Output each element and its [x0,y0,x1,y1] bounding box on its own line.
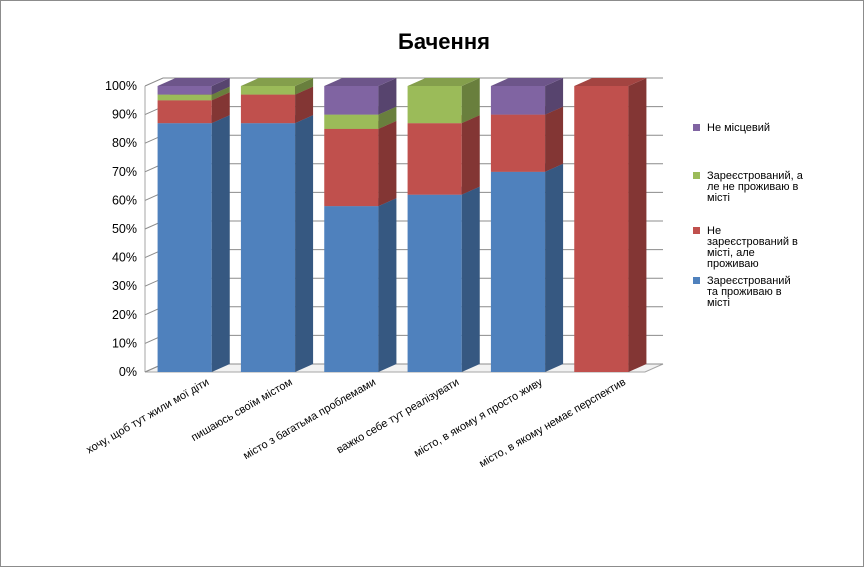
bar-front [324,206,379,372]
bar-side [545,78,564,115]
y-tick-label: 60% [112,193,137,207]
bar-front [490,171,546,372]
bar-segment [324,198,397,372]
bar-side [211,78,230,95]
bar-segment [574,78,647,372]
legend-label: Зареєстрований, а ле не проживаю в місті [707,170,804,204]
bar-top [157,78,230,86]
bar-segment [407,115,480,195]
bar-side [378,106,397,129]
legend-label: Не зареєстрований в місті, але проживаю [707,225,798,270]
bar-side [461,78,480,124]
bar-segment [407,186,480,372]
bar-front [240,123,296,373]
y-tick-label: 30% [112,279,137,293]
bar-front [157,123,212,373]
bar-front [157,100,212,124]
bar-side [461,115,480,195]
legend-swatch [693,227,700,234]
bar-side [545,163,564,372]
gridline [144,77,663,87]
y-tick-label: 70% [112,165,137,179]
legend-label: Зареєстрований та проживаю в місті [707,275,791,309]
legend-item: Зареєстрований та проживаю в місті [693,275,791,309]
bar-segment [157,115,230,373]
y-axis-ticks: 0% 10% 20% 30% 40% 50% 60% 70% 80% 90% 100% [105,79,137,379]
bar-side [211,115,230,373]
legend: Не місцевий Зареєстрований, а ле не прожив… [693,122,804,309]
bar-segment [407,78,480,124]
bar-top [574,78,647,86]
bar-side [211,92,230,124]
legend-swatch [693,277,700,284]
bar-top [240,78,314,86]
bar-top [324,78,397,86]
bar-front [490,114,546,172]
bar-segment [490,163,564,372]
bars-group [157,78,647,373]
bar-front [407,194,462,372]
bar-top [407,78,480,86]
bar-front [490,86,546,115]
chart-title: Бачення [398,29,490,54]
bar-segment [490,106,564,172]
bar-segment [157,78,230,95]
bar-front [157,94,212,101]
bar-side [295,115,314,373]
x-category-label: місто з багатьма проблемами [241,376,378,462]
bar-front [407,123,462,195]
bar-front [324,128,379,207]
x-category-label: хочу, щоб тут жили мої діти [84,376,211,456]
y-tick-label: 20% [112,308,137,322]
y-tick-label: 0% [119,365,137,379]
bar-segment [240,115,314,373]
legend-item: Не місцевий [693,122,770,134]
bar-segment [490,78,564,115]
legend-swatch [693,124,700,131]
bar-side [628,78,647,372]
legend-item: Не зареєстрований в місті, але проживаю [693,225,798,270]
bar-top [490,78,564,86]
y-tick-label: 100% [105,79,137,93]
bar-front [324,86,379,115]
bar-segment [240,78,314,95]
bar-side [378,120,397,207]
bar-side [378,198,397,372]
bar-side [461,186,480,372]
y-tick-label: 40% [112,251,137,265]
bar-side [295,78,314,95]
legend-item: Зареєстрований, а ле не проживаю в місті [693,170,804,204]
bar-front [240,86,296,95]
bar-side [295,86,314,124]
x-category-label: місто, в якому я просто живу [412,376,545,460]
bar-front [407,86,462,124]
bar-front [574,86,629,372]
bar-side [378,78,397,115]
bar-front [240,94,296,124]
legend-label: Не місцевий [707,122,770,134]
bar-side [545,106,564,172]
bar-front [324,114,379,129]
bar-side [211,86,230,101]
y-tick-label: 80% [112,136,137,150]
bar-segment [324,78,397,115]
bar-segment [324,120,397,207]
legend-swatch [693,172,700,179]
y-tick-label: 10% [112,336,137,350]
x-category-label: місто, в якому немає перспектив [477,376,628,470]
y-tick-label: 90% [112,108,137,122]
y-tick-label: 50% [112,222,137,236]
bar-front [157,86,212,95]
